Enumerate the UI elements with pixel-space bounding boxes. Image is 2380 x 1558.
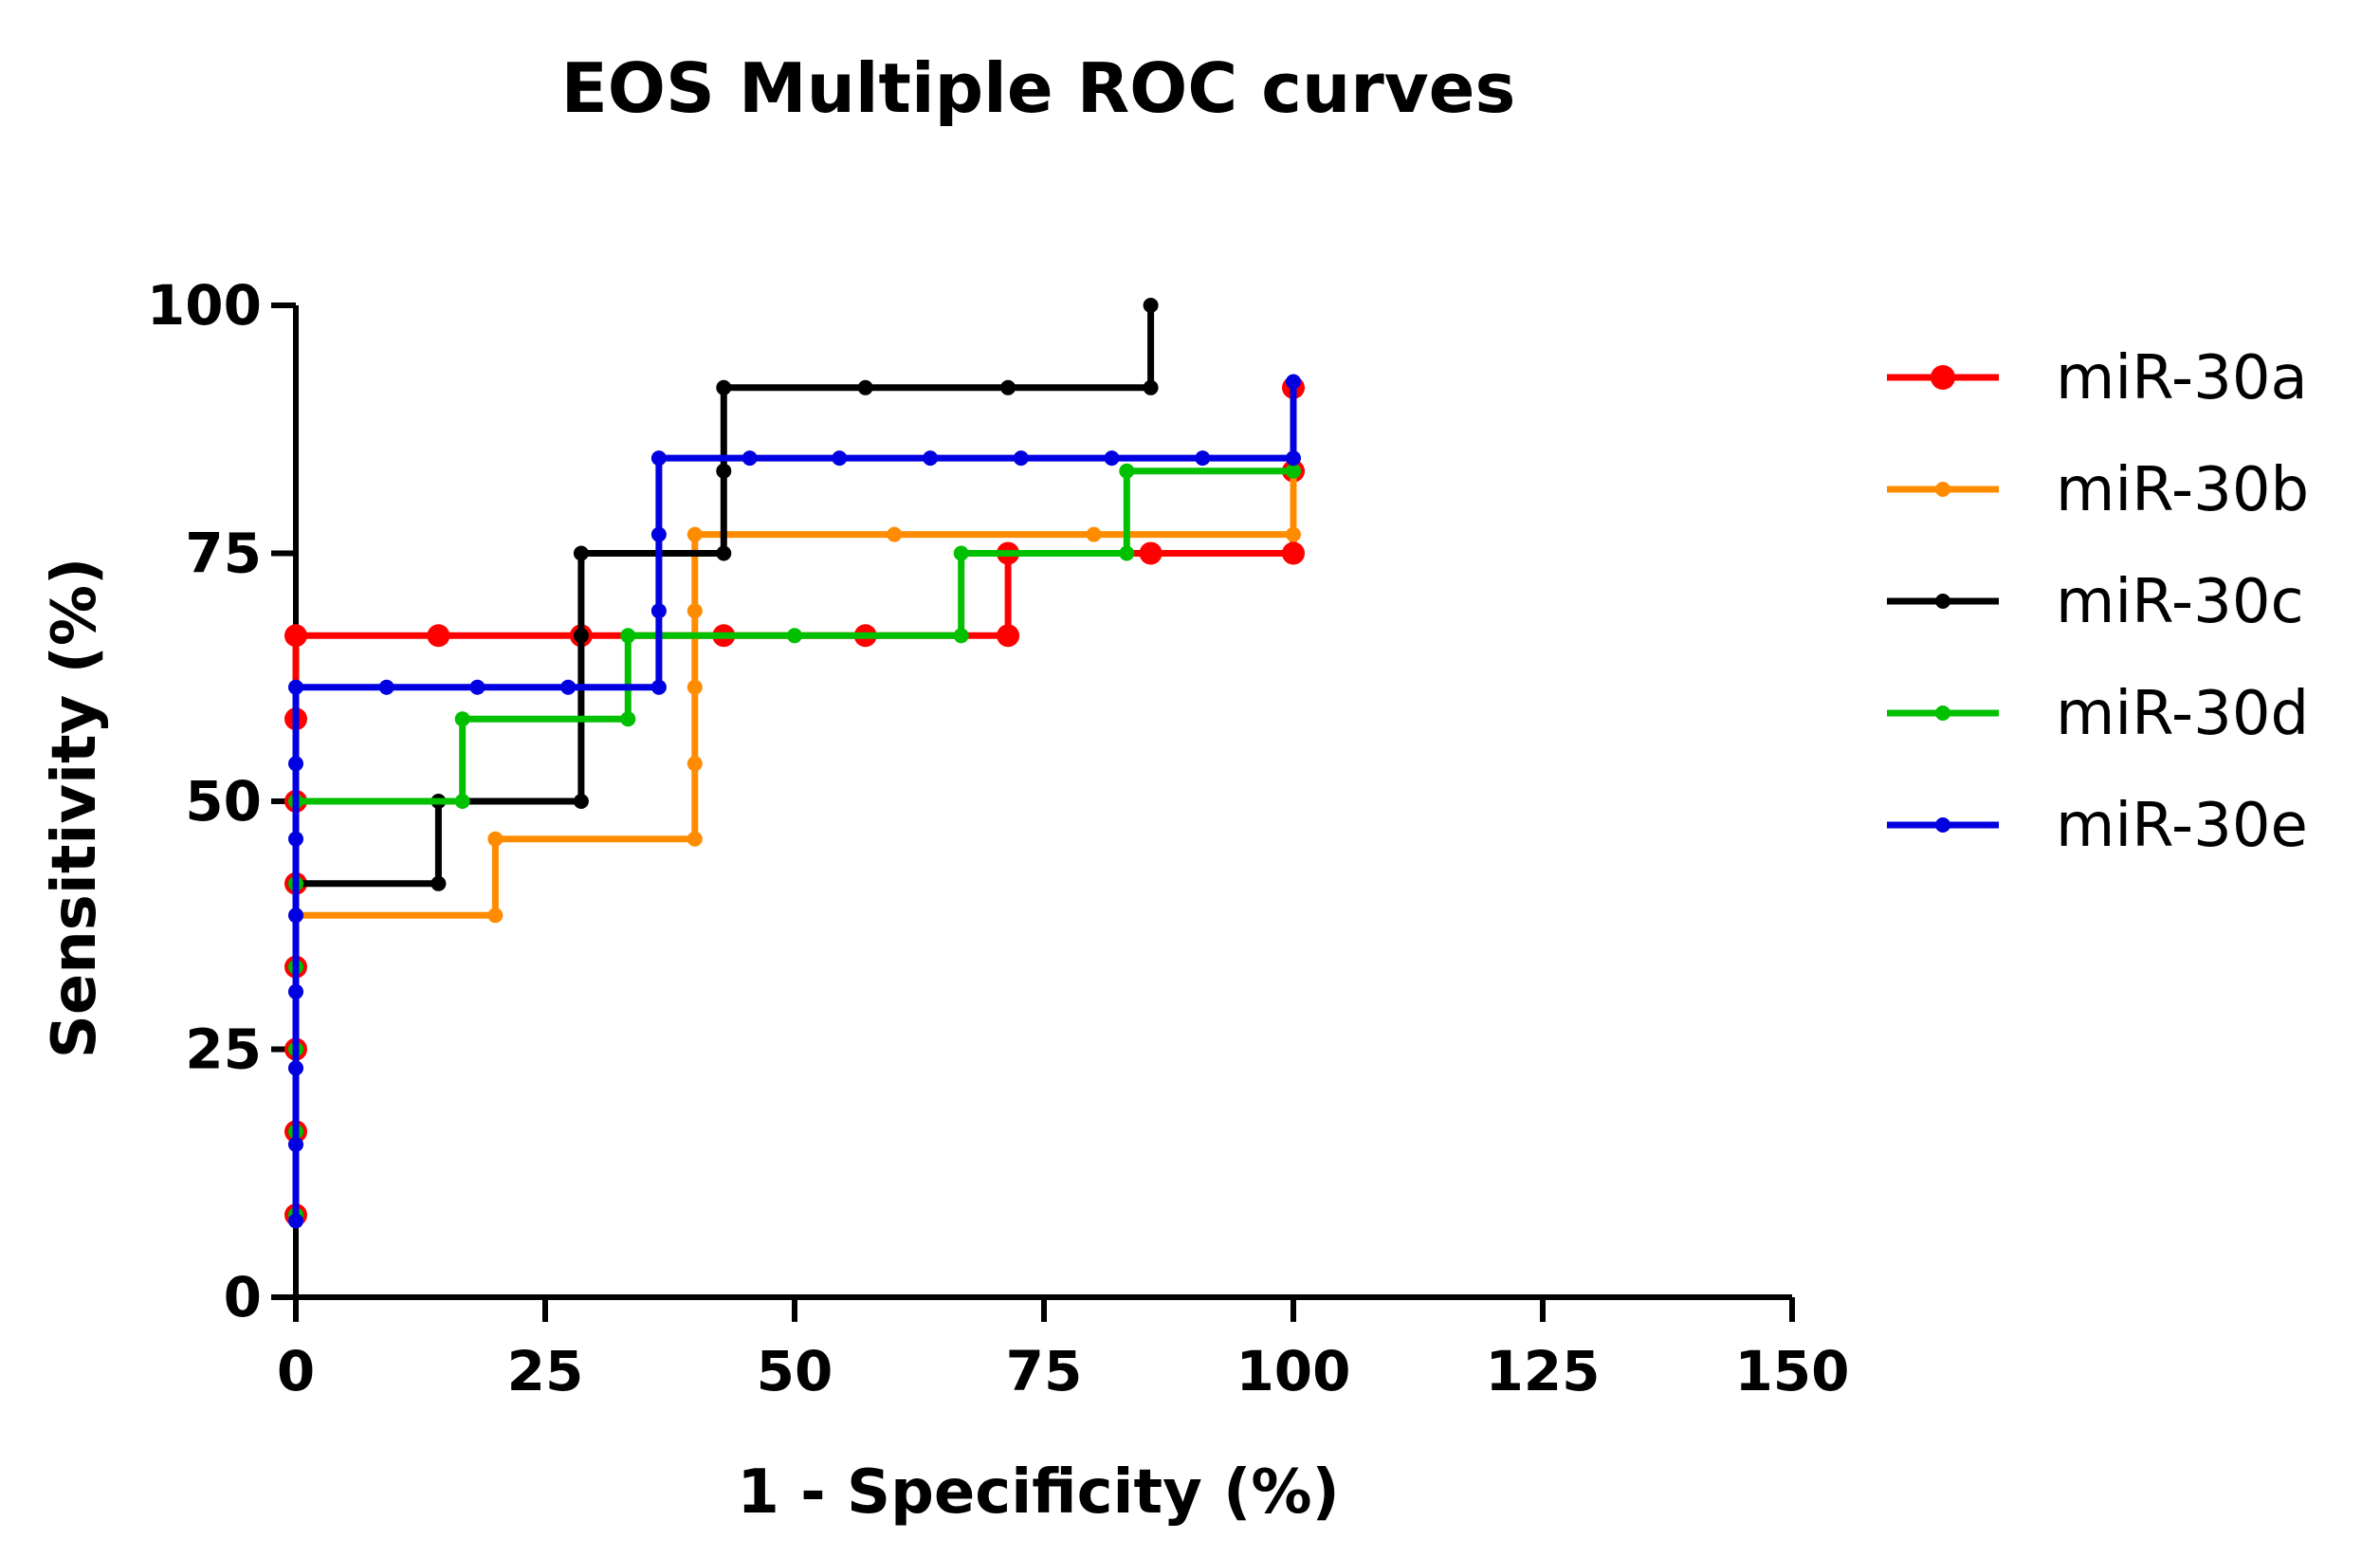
data-point — [573, 628, 589, 644]
plot-area — [284, 298, 1305, 1229]
x-tick-label: 25 — [507, 1339, 584, 1403]
legend-swatch-marker — [1935, 482, 1950, 497]
data-point — [487, 907, 503, 924]
x-tick-label: 100 — [1236, 1339, 1350, 1403]
data-point — [620, 628, 636, 644]
data-point — [650, 450, 667, 467]
data-point — [997, 624, 1020, 648]
data-point — [288, 1136, 303, 1152]
data-point — [1286, 463, 1301, 479]
data-point — [716, 379, 732, 395]
y-tick-label: 75 — [185, 522, 262, 586]
chart-title: EOS Multiple ROC curves — [561, 48, 1516, 128]
legend-label: miR-30a — [2056, 343, 2308, 413]
x-axis-label: 1 - Specificity (%) — [737, 1457, 1339, 1528]
data-point — [288, 756, 303, 772]
y-tick-label: 50 — [185, 769, 262, 834]
data-point — [469, 679, 485, 695]
legend-swatch-marker — [1935, 706, 1950, 721]
data-point — [1195, 450, 1211, 467]
data-point — [687, 526, 703, 542]
data-point — [857, 379, 873, 395]
series-line — [292, 470, 1297, 1221]
data-point — [427, 624, 450, 648]
series-line — [292, 467, 1293, 1216]
data-point — [716, 545, 732, 561]
y-axis-label: Sensitivity (%) — [40, 558, 110, 1059]
data-point — [1143, 298, 1159, 313]
data-point — [650, 603, 667, 619]
series-miR-30c — [288, 298, 1159, 1223]
data-point — [288, 983, 303, 999]
data-point — [430, 875, 447, 891]
data-point — [887, 526, 903, 542]
data-point — [1119, 545, 1135, 561]
legend: miR-30a miR-30b miR-30c miR-30d miR-30e — [1887, 343, 2309, 861]
series-miR-30e — [288, 374, 1301, 1229]
data-point — [953, 628, 969, 644]
data-point — [1013, 450, 1029, 467]
data-point — [1000, 379, 1016, 395]
data-point — [288, 1213, 303, 1229]
data-point — [288, 679, 303, 695]
data-point — [1286, 450, 1301, 467]
data-point — [832, 450, 848, 467]
data-point — [650, 679, 667, 695]
data-point — [573, 545, 589, 561]
x-tick-label: 75 — [1006, 1339, 1083, 1403]
data-point — [1286, 374, 1301, 390]
data-point — [378, 679, 394, 695]
legend-label: miR-30c — [2056, 567, 2304, 637]
data-point — [1282, 541, 1305, 565]
data-point — [288, 831, 303, 847]
data-point — [787, 628, 802, 644]
legend-swatch-marker — [1935, 817, 1950, 833]
data-point — [1139, 541, 1163, 565]
data-point — [454, 794, 470, 809]
legend-swatch-marker — [1931, 365, 1955, 390]
data-point — [687, 679, 703, 695]
y-tick-label: 0 — [224, 1265, 262, 1329]
axes: 0 25 50 75 100 125 150 0 25 50 75 100 — [147, 273, 1850, 1403]
legend-item: miR-30c — [1887, 567, 2304, 637]
data-point — [687, 603, 703, 619]
data-point — [1086, 526, 1102, 542]
x-tick-label: 0 — [277, 1339, 315, 1403]
y-tick-label: 100 — [147, 273, 262, 338]
data-point — [716, 463, 732, 479]
data-point — [650, 526, 667, 542]
y-tick-label: 25 — [185, 1017, 262, 1082]
data-point — [687, 756, 703, 772]
legend-label: miR-30d — [2056, 679, 2309, 749]
legend-label: miR-30b — [2056, 455, 2309, 525]
data-point — [1286, 526, 1301, 542]
data-point — [288, 907, 303, 924]
data-point — [687, 831, 703, 847]
data-point — [454, 711, 470, 727]
legend-item: miR-30b — [1887, 455, 2309, 525]
x-tick-label: 125 — [1485, 1339, 1600, 1403]
series-line — [292, 305, 1155, 1216]
data-point — [573, 794, 589, 809]
data-point — [560, 679, 577, 695]
data-point — [953, 545, 969, 561]
x-tick-label: 50 — [757, 1339, 833, 1403]
data-point — [1104, 450, 1120, 467]
legend-item: miR-30a — [1887, 343, 2308, 413]
legend-swatch-marker — [1935, 594, 1950, 609]
data-point — [284, 624, 307, 648]
data-point — [923, 450, 939, 467]
data-point — [1119, 463, 1135, 479]
legend-item: miR-30e — [1887, 791, 2308, 861]
x-tick-label: 150 — [1734, 1339, 1849, 1403]
data-point — [620, 711, 636, 727]
data-point — [288, 1060, 303, 1076]
data-point — [1143, 379, 1159, 395]
legend-label: miR-30e — [2056, 791, 2308, 861]
data-point — [487, 831, 503, 847]
data-point — [741, 450, 758, 467]
legend-item: miR-30d — [1887, 679, 2309, 749]
